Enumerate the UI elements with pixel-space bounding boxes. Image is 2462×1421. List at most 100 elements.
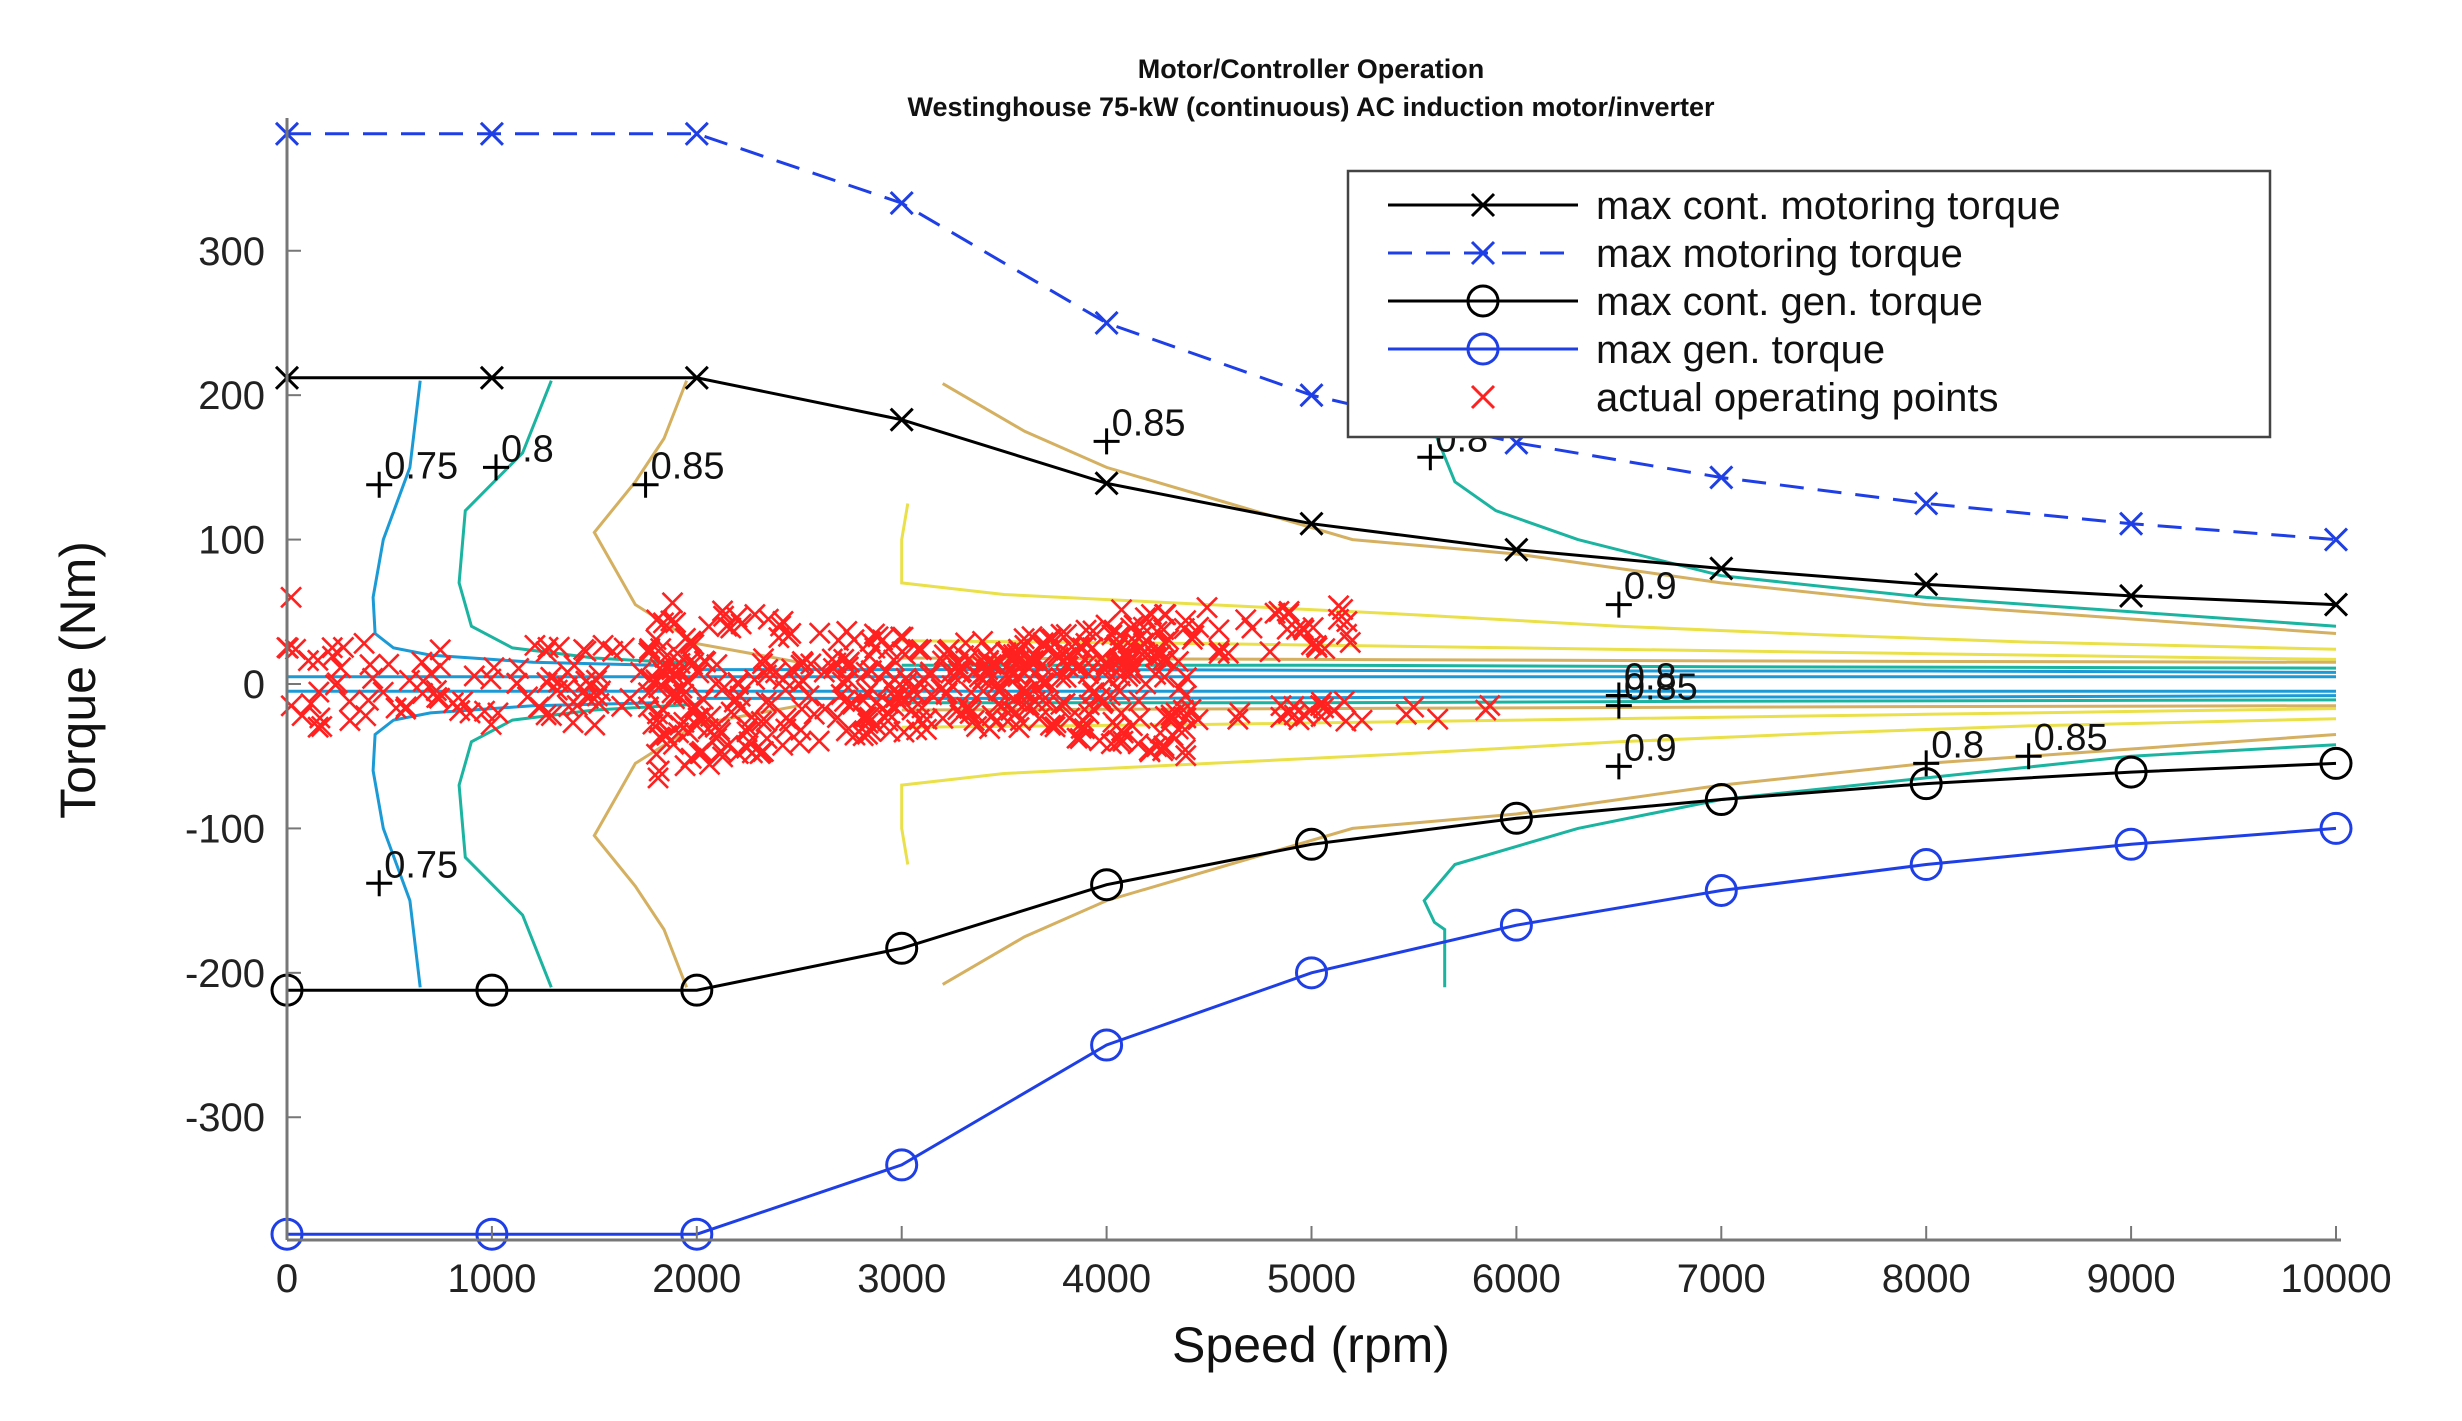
contour-label-marker-2 <box>632 471 659 498</box>
contour-label-marker-1 <box>482 454 509 481</box>
operating-point-570 <box>1228 702 1251 725</box>
contour-label-11: 0.75 <box>384 844 458 886</box>
operating-point-477 <box>1092 690 1115 713</box>
y-tick-label-0: -300 <box>185 1096 265 1140</box>
series-1-marker-7 <box>1709 465 1734 490</box>
operating-point-482 <box>681 653 704 676</box>
series-2-marker-4 <box>1090 868 1124 902</box>
operating-point-543 <box>1259 640 1281 663</box>
series-2-marker-6 <box>1499 801 1533 835</box>
series-1-marker-1 <box>479 121 504 146</box>
legend-label-1: max motoring torque <box>1596 232 1963 276</box>
operating-point-588 <box>1478 694 1501 717</box>
operating-point-514 <box>757 608 780 631</box>
chart-title: Motor/Controller Operation <box>1138 54 1485 84</box>
operating-point-403 <box>1030 654 1053 677</box>
operating-point-77 <box>372 681 395 704</box>
operating-point-405 <box>1145 735 1168 758</box>
operating-point-448 <box>918 664 941 687</box>
operating-point-460 <box>826 706 849 729</box>
operating-point-68 <box>480 713 503 736</box>
chart-subtitle: Westinghouse 75-kW (continuous) AC induc… <box>907 92 1715 122</box>
operating-point-227 <box>910 638 933 661</box>
operating-point-217 <box>1069 727 1092 750</box>
operating-point-597 <box>1160 707 1183 730</box>
series-0-marker-8 <box>1914 572 1939 597</box>
operating-point-445 <box>939 662 962 684</box>
operating-point-344 <box>680 649 703 672</box>
operating-point-49 <box>638 637 661 660</box>
legend-marker-1 <box>1470 240 1496 266</box>
efficiency-contour-1 <box>371 701 656 988</box>
operating-point-95 <box>398 669 421 692</box>
x-tick-label-8: 8000 <box>1882 1257 1971 1301</box>
operating-point-144 <box>755 710 778 733</box>
series-3-marker-6 <box>1499 908 1533 942</box>
y-tick-label-4: 100 <box>198 519 265 563</box>
operating-point-564 <box>1181 628 1204 651</box>
operating-point-504 <box>760 692 783 715</box>
operating-point-242 <box>889 684 912 706</box>
operating-point-594 <box>1395 703 1418 726</box>
series-2-marker-2 <box>680 973 714 1007</box>
operating-point-380 <box>674 627 697 650</box>
contour-label-marker-5 <box>1605 591 1632 618</box>
operating-point-476 <box>855 661 878 684</box>
operating-point-566 <box>1182 624 1205 647</box>
operating-point-591 <box>1426 708 1449 731</box>
x-tick-label-6: 6000 <box>1472 1257 1561 1301</box>
operating-point-84 <box>535 640 558 663</box>
operating-point-592 <box>1282 695 1305 718</box>
contour-label-marker-0 <box>366 471 393 498</box>
operating-point-429 <box>727 673 750 696</box>
operating-point-473 <box>787 672 810 695</box>
operating-point-416 <box>882 695 905 717</box>
operating-point-447 <box>897 670 919 693</box>
operating-point-411 <box>919 661 942 683</box>
series-1-marker-9 <box>2119 511 2144 536</box>
legend-box <box>1346 169 2272 439</box>
operating-point-468 <box>780 658 803 680</box>
operating-point-586 <box>1172 699 1195 722</box>
contour-label-5: 0.9 <box>1624 566 1677 608</box>
operating-point-21 <box>300 692 322 715</box>
operating-point-278 <box>1058 707 1081 729</box>
contour-label-7: 0.85 <box>1624 667 1698 709</box>
operating-point-510 <box>655 724 678 747</box>
operating-point-390 <box>717 734 739 757</box>
series-2-marker-3 <box>885 931 919 965</box>
operating-point-38 <box>516 686 539 708</box>
operating-point-498 <box>1032 672 1054 694</box>
operating-point-16 <box>619 687 641 710</box>
operating-point-499 <box>985 654 1008 677</box>
operating-point-43 <box>339 709 361 732</box>
operating-point-462 <box>799 652 822 675</box>
series-3-marker-5 <box>1295 956 1328 990</box>
efficiency-contour-13 <box>1422 743 2337 988</box>
series-1-marker-5 <box>1299 383 1324 408</box>
operating-point-107 <box>310 715 333 738</box>
operating-point-386 <box>856 681 879 704</box>
operating-point-280 <box>954 632 977 654</box>
operating-point-527 <box>671 677 693 700</box>
operating-point-33 <box>629 661 652 684</box>
operating-point-452 <box>666 642 689 665</box>
x-tick-label-10: 10000 <box>2280 1257 2391 1301</box>
operating-point-335 <box>883 668 906 690</box>
operating-point-492 <box>689 742 712 765</box>
operating-point-225 <box>779 622 802 645</box>
operating-point-517 <box>1149 721 1172 744</box>
operating-point-109 <box>354 704 377 727</box>
y-tick-label-3: 0 <box>243 663 265 707</box>
series-3-marker-10 <box>2319 811 2353 845</box>
series-1-marker-10 <box>2323 527 2349 552</box>
operating-point-439 <box>660 658 683 681</box>
contour-label-marker-10 <box>2015 743 2042 770</box>
operating-point-437 <box>844 724 866 746</box>
operating-point-524 <box>1003 688 1026 711</box>
operating-point-65 <box>361 667 384 690</box>
operating-point-94 <box>583 714 606 736</box>
operating-point-341 <box>915 718 938 741</box>
x-axis-label: Speed (rpm) <box>1172 1317 1450 1373</box>
series-0-marker-9 <box>2119 583 2144 608</box>
